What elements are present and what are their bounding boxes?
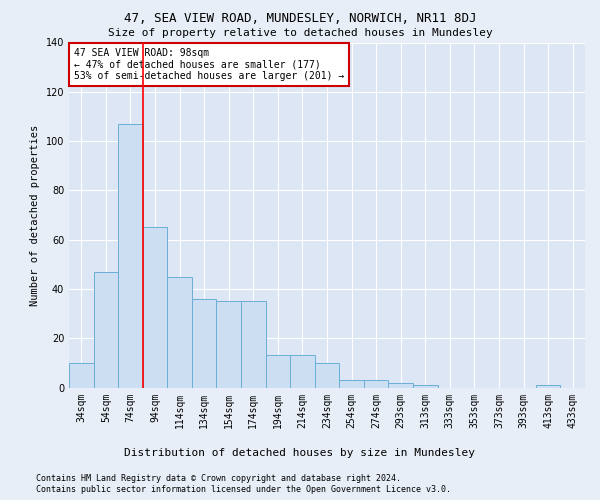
Bar xyxy=(388,382,413,388)
Bar xyxy=(69,363,94,388)
Bar xyxy=(217,301,241,388)
Bar xyxy=(536,385,560,388)
Text: Contains HM Land Registry data © Crown copyright and database right 2024.: Contains HM Land Registry data © Crown c… xyxy=(36,474,401,483)
Bar xyxy=(192,299,217,388)
Text: Size of property relative to detached houses in Mundesley: Size of property relative to detached ho… xyxy=(107,28,493,38)
Bar xyxy=(266,356,290,388)
Bar xyxy=(413,385,437,388)
Bar xyxy=(167,276,192,388)
Text: Distribution of detached houses by size in Mundesley: Distribution of detached houses by size … xyxy=(125,448,476,458)
Text: Contains public sector information licensed under the Open Government Licence v3: Contains public sector information licen… xyxy=(36,485,451,494)
Bar xyxy=(94,272,118,388)
Bar xyxy=(290,356,315,388)
Bar xyxy=(241,301,266,388)
Y-axis label: Number of detached properties: Number of detached properties xyxy=(30,124,40,306)
Bar xyxy=(143,228,167,388)
Text: 47, SEA VIEW ROAD, MUNDESLEY, NORWICH, NR11 8DJ: 47, SEA VIEW ROAD, MUNDESLEY, NORWICH, N… xyxy=(124,12,476,26)
Bar xyxy=(339,380,364,388)
Bar xyxy=(315,363,339,388)
Bar xyxy=(118,124,143,388)
Text: 47 SEA VIEW ROAD: 98sqm
← 47% of detached houses are smaller (177)
53% of semi-d: 47 SEA VIEW ROAD: 98sqm ← 47% of detache… xyxy=(74,48,344,81)
Bar xyxy=(364,380,388,388)
